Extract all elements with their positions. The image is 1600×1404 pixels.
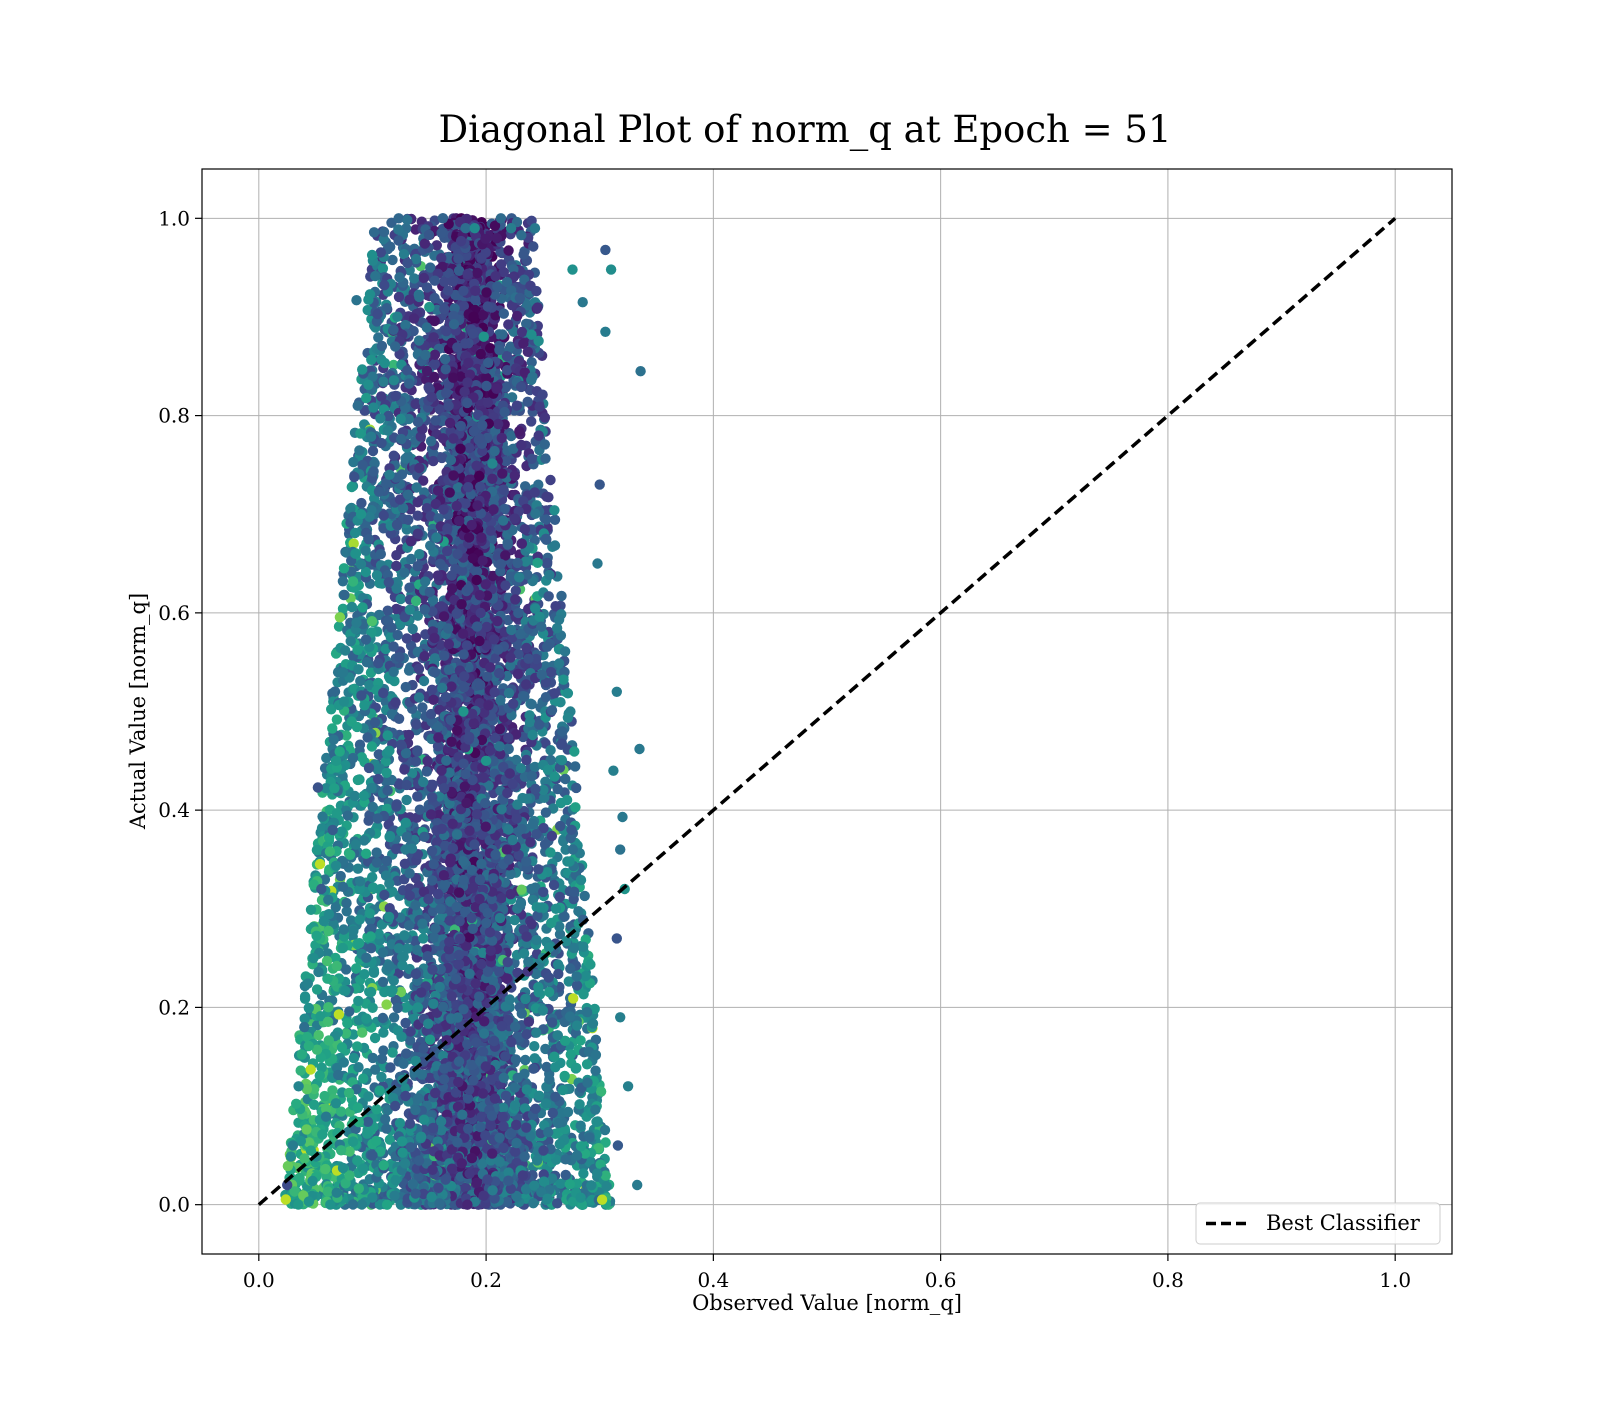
scatter-point (396, 594, 406, 604)
scatter-point (349, 1053, 359, 1063)
scatter-point (378, 263, 388, 273)
scatter-point (427, 875, 437, 885)
scatter-point (378, 947, 388, 957)
scatter-point (402, 633, 412, 643)
scatter-point (549, 880, 559, 890)
scatter-point (516, 899, 526, 909)
scatter-point (529, 1041, 539, 1051)
scatter-point (560, 1071, 570, 1081)
scatter-point (400, 453, 410, 463)
scatter-point (367, 1003, 377, 1013)
scatter-point (381, 999, 391, 1009)
scatter-point (557, 739, 567, 749)
scatter-point (542, 558, 552, 568)
scatter-point (578, 1168, 588, 1178)
scatter-point (582, 1059, 592, 1069)
scatter-point (520, 1055, 530, 1065)
scatter-point (420, 576, 430, 586)
scatter-point (428, 456, 438, 466)
scatter-point (401, 682, 411, 692)
scatter-point (330, 686, 340, 696)
scatter-point (552, 1198, 562, 1208)
scatter-point (545, 475, 555, 485)
scatter-point (389, 1012, 399, 1022)
scatter-point (368, 446, 378, 456)
scatter-point (355, 428, 365, 438)
scatter-point (387, 255, 397, 265)
scatter-point (430, 653, 440, 663)
scatter-point (355, 914, 365, 924)
scatter-point (411, 719, 421, 729)
scatter-point (400, 859, 410, 869)
scatter-point (368, 802, 378, 812)
scatter-point (571, 1063, 581, 1073)
scatter-point (378, 977, 388, 987)
scatter-point (376, 438, 386, 448)
scatter-point (375, 1085, 385, 1095)
scatter-point (391, 550, 401, 560)
scatter-point (527, 771, 537, 781)
scatter-point (312, 984, 322, 994)
scatter-point (580, 891, 590, 901)
scatter-point (526, 416, 536, 426)
scatter-point (369, 227, 379, 237)
scatter-point (412, 746, 422, 756)
scatter-point (566, 1049, 576, 1059)
scatter-point (422, 766, 432, 776)
scatter-point (353, 775, 363, 785)
scatter-point (440, 880, 450, 890)
scatter-point (369, 968, 379, 978)
scatter-point (404, 730, 414, 740)
scatter-point (570, 802, 580, 812)
scatter-point (576, 1121, 586, 1131)
chart-title: Diagonal Plot of norm_q at Epoch = 51 (438, 108, 1171, 152)
scatter-point (575, 1035, 585, 1045)
scatter-point (378, 1027, 388, 1037)
